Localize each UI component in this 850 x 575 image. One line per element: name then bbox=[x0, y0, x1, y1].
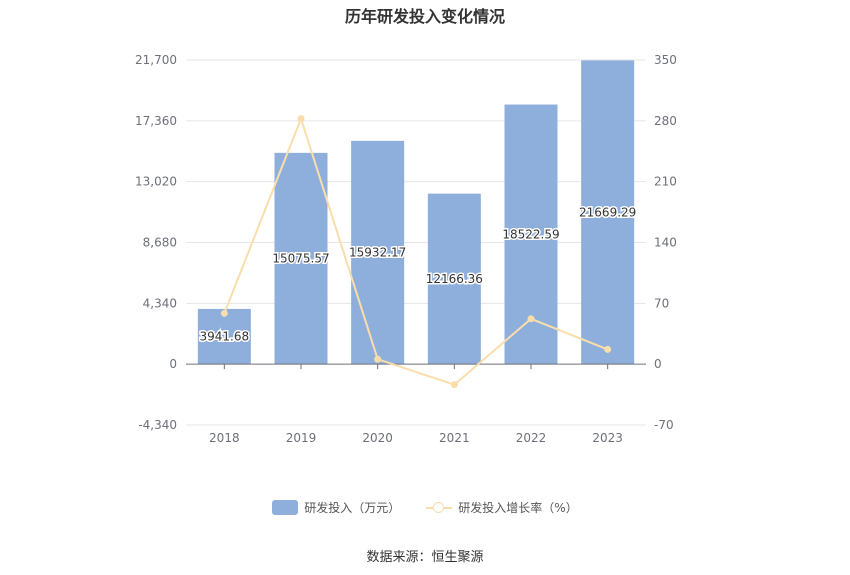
y-left-tick-label: 21,700 bbox=[135, 53, 177, 67]
growth-point-2020 bbox=[374, 355, 382, 363]
bar-2023 bbox=[581, 60, 635, 365]
bar-2018 bbox=[197, 308, 251, 365]
grid-lines bbox=[186, 59, 646, 426]
bar-2021 bbox=[427, 193, 481, 365]
growth-point-2022 bbox=[527, 315, 535, 323]
legend: 研发投入（万元） 研发投入增长率（%） bbox=[0, 497, 850, 517]
legend-label-rd-investment: 研发投入（万元） bbox=[304, 500, 401, 515]
y-left-tick-label: -4,340 bbox=[138, 418, 177, 432]
bar-2019 bbox=[274, 152, 328, 365]
y-right-tick-label: 350 bbox=[654, 53, 677, 67]
y-right-tick-label: 70 bbox=[654, 296, 669, 310]
bar-value-label: 3941.68 bbox=[200, 330, 250, 344]
bar-2020 bbox=[351, 140, 405, 365]
bar-value-label: 15932.17 bbox=[349, 246, 406, 260]
bar-value-label: 12166.36 bbox=[426, 272, 483, 286]
data-labels: 3941.68 15075.57 15932.17 12166.36 18522.59 2… bbox=[198, 204, 638, 345]
legend-item-rd-investment[interactable]: 研发投入（万元） bbox=[272, 499, 400, 516]
legend-line-swatch bbox=[426, 500, 453, 515]
y-right-tick-label: 280 bbox=[654, 114, 677, 128]
y-right-tick-label: -70 bbox=[654, 418, 674, 432]
x-tick-label: 2023 bbox=[592, 431, 623, 445]
growth-point-2019 bbox=[297, 115, 305, 123]
y-left-tick-label: 0 bbox=[169, 357, 177, 371]
y-left-tick-label: 4,340 bbox=[143, 296, 177, 310]
y-left-tick-label: 8,680 bbox=[143, 236, 177, 250]
y-right-tick-label: 140 bbox=[654, 236, 677, 250]
growth-point-2021 bbox=[450, 381, 458, 389]
y-right-tick-label: 0 bbox=[654, 357, 662, 371]
x-tick-label: 2019 bbox=[286, 431, 317, 445]
growth-point-2018 bbox=[220, 309, 228, 317]
legend-label-growth-rate: 研发投入增长率（%） bbox=[458, 500, 578, 515]
growth-point-2023 bbox=[604, 345, 612, 353]
y-left-tick-label: 13,020 bbox=[135, 175, 177, 189]
legend-item-growth-rate[interactable]: 研发投入增长率（%） bbox=[426, 499, 578, 516]
x-tick-label: 2018 bbox=[209, 431, 240, 445]
x-axis-ticks: 2018 2019 2020 2021 2022 2023 bbox=[209, 431, 623, 445]
bar-series bbox=[197, 60, 635, 365]
bar-value-label: 21669.29 bbox=[579, 205, 636, 219]
y-right-tick-label: 210 bbox=[654, 175, 677, 189]
x-axis bbox=[186, 363, 646, 370]
legend-bar-swatch bbox=[272, 499, 299, 515]
x-tick-label: 2022 bbox=[516, 431, 547, 445]
bar-value-label: 18522.59 bbox=[502, 227, 559, 241]
source-note: 数据来源：恒生聚源 bbox=[366, 550, 484, 565]
y-axis-left: -4,340 0 4,340 8,680 13,020 17,360 21,700 bbox=[135, 53, 177, 432]
x-tick-label: 2021 bbox=[439, 431, 470, 445]
chart-title: 历年研发投入变化情况 bbox=[344, 7, 505, 26]
x-tick-label: 2020 bbox=[362, 431, 393, 445]
bar-value-label: 15075.57 bbox=[272, 252, 329, 266]
y-axis-right: -70 0 70 140 210 280 350 bbox=[654, 53, 677, 432]
growth-line bbox=[223, 115, 609, 386]
line-series bbox=[220, 115, 612, 389]
y-left-tick-label: 17,360 bbox=[135, 114, 177, 128]
